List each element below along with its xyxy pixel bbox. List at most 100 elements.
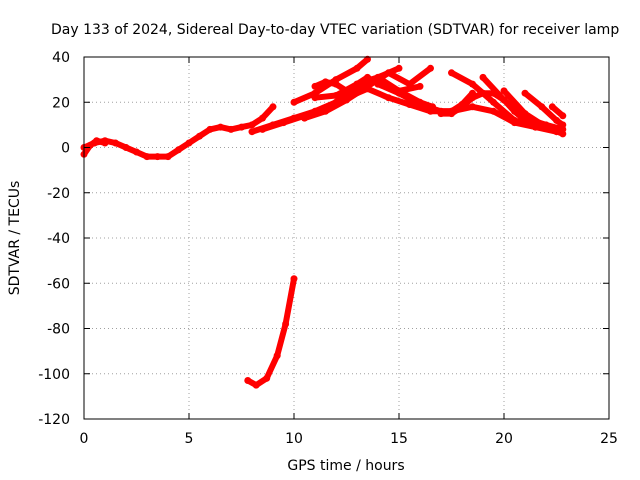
data-point bbox=[416, 101, 424, 108]
data-point bbox=[269, 103, 277, 111]
data-point bbox=[395, 89, 403, 97]
data-point bbox=[559, 130, 567, 138]
y-tick-label: 40 bbox=[52, 50, 70, 66]
y-axis-label: SDTVAR / TECUs bbox=[7, 181, 23, 296]
x-axis-label: GPS time / hours bbox=[287, 458, 404, 474]
data-point bbox=[458, 103, 466, 111]
series-line-track-14 bbox=[501, 87, 566, 137]
data-point bbox=[101, 139, 109, 147]
data-point bbox=[448, 69, 455, 77]
data-point bbox=[469, 80, 476, 88]
data-point bbox=[364, 82, 371, 90]
x-tick-label: 10 bbox=[285, 431, 303, 447]
data-point bbox=[112, 139, 119, 147]
data-point bbox=[311, 82, 319, 90]
y-tick-label: -120 bbox=[38, 412, 70, 428]
y-tick-label: -80 bbox=[47, 322, 70, 338]
data-point bbox=[332, 80, 340, 88]
y-tick-label: -20 bbox=[47, 186, 70, 202]
data-point bbox=[385, 69, 392, 77]
data-point bbox=[175, 146, 182, 154]
data-point bbox=[511, 116, 518, 124]
data-point bbox=[154, 153, 161, 161]
y-tick-label: -40 bbox=[47, 231, 70, 247]
data-point bbox=[217, 123, 224, 131]
data-point bbox=[227, 125, 235, 133]
x-tick-label: 5 bbox=[185, 431, 194, 447]
y-tick-label: -60 bbox=[47, 276, 70, 292]
ticks: -120 -100 -80 -60 -40 -20 0 20 40 0 5 10 15 20 25 bbox=[38, 50, 618, 447]
data-point bbox=[263, 374, 271, 382]
x-tick-label: 20 bbox=[495, 431, 513, 447]
grid bbox=[84, 57, 609, 419]
data-point bbox=[374, 73, 382, 81]
series-layer bbox=[80, 55, 567, 389]
data-point bbox=[490, 107, 497, 115]
data-point bbox=[542, 123, 550, 131]
data-point bbox=[532, 123, 539, 131]
y-tick-label: 20 bbox=[52, 95, 70, 111]
x-tick-label: 25 bbox=[600, 431, 618, 447]
data-point bbox=[500, 87, 508, 95]
data-point bbox=[353, 80, 361, 88]
data-point bbox=[538, 103, 546, 111]
data-point bbox=[416, 82, 424, 90]
data-point bbox=[273, 352, 281, 360]
data-point bbox=[185, 139, 193, 147]
data-point bbox=[479, 73, 487, 81]
data-point bbox=[206, 125, 214, 133]
plot-frame bbox=[83, 56, 610, 420]
data-point bbox=[164, 153, 172, 161]
data-point bbox=[553, 116, 560, 124]
data-point bbox=[469, 94, 476, 102]
data-point bbox=[385, 94, 392, 102]
data-point bbox=[269, 121, 277, 129]
data-point bbox=[427, 64, 434, 72]
data-point bbox=[290, 98, 298, 106]
data-point bbox=[353, 64, 361, 72]
data-point bbox=[448, 110, 455, 118]
data-point bbox=[196, 132, 203, 140]
data-point bbox=[332, 92, 340, 99]
data-point bbox=[490, 98, 497, 106]
data-point bbox=[322, 78, 329, 86]
data-point bbox=[238, 123, 245, 131]
data-point bbox=[364, 55, 371, 63]
data-point bbox=[133, 148, 140, 156]
data-point bbox=[248, 128, 256, 136]
x-tick-label: 0 bbox=[80, 431, 89, 447]
data-point bbox=[122, 144, 130, 151]
data-point bbox=[395, 64, 403, 72]
data-point bbox=[86, 141, 94, 149]
y-tick-label: -100 bbox=[38, 367, 70, 383]
data-point bbox=[311, 94, 319, 102]
data-point bbox=[259, 114, 266, 122]
x-tick-label: 15 bbox=[390, 431, 408, 447]
data-point bbox=[290, 275, 298, 283]
series-line-track-3 bbox=[244, 275, 297, 389]
data-point bbox=[521, 110, 529, 118]
data-point bbox=[343, 96, 350, 104]
data-point bbox=[248, 121, 256, 129]
data-point bbox=[290, 114, 298, 122]
data-point bbox=[252, 381, 260, 389]
series-line-track-12 bbox=[448, 69, 560, 133]
data-point bbox=[559, 112, 567, 120]
data-point bbox=[282, 320, 290, 328]
series-line-track-15 bbox=[522, 90, 566, 128]
data-point bbox=[93, 137, 101, 145]
data-point bbox=[322, 107, 329, 115]
data-point bbox=[469, 103, 476, 111]
data-point bbox=[437, 110, 445, 118]
data-point bbox=[548, 103, 556, 111]
data-point bbox=[374, 80, 382, 88]
data-point bbox=[301, 114, 308, 122]
chart-title: Day 133 of 2024, Sidereal Day-to-day VTE… bbox=[51, 22, 619, 38]
y-tick-label: 0 bbox=[61, 141, 70, 157]
data-point bbox=[244, 377, 252, 384]
series-line-track-2 bbox=[81, 137, 108, 158]
data-point bbox=[500, 96, 508, 104]
data-point bbox=[559, 121, 567, 129]
data-point bbox=[143, 153, 151, 161]
